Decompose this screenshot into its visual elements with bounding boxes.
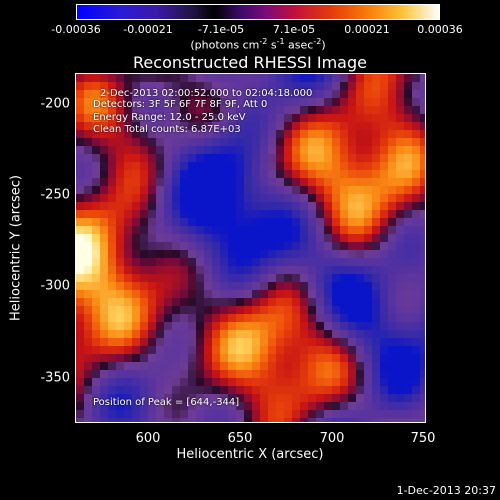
colorbar-tick: 7.1e-05 (272, 23, 316, 36)
y-tick: -350 (40, 370, 70, 386)
x-tick: 700 (319, 431, 345, 446)
y-tick: -300 (40, 278, 70, 294)
x-axis-label: Heliocentric X (arcsec) (176, 447, 324, 462)
energy-range-label: Energy Range: 12.0 - 25.0 keV (93, 112, 246, 123)
y-tick: -250 (40, 187, 70, 203)
x-tick: 750 (410, 431, 436, 446)
peak-position-label: Position of Peak = [644,-344] (93, 397, 240, 408)
colorbar-unit: (photons cm-2 s-1 asec-2) (190, 37, 326, 52)
colorbar-tick: 0.00036 (417, 23, 463, 36)
colorbar-tick: -0.00021 (123, 23, 173, 36)
footer-timestamp: 1-Dec-2013 20:37 (396, 484, 496, 497)
colorbar-tick: -0.00036 (51, 23, 101, 36)
y-axis-label: Heliocentric Y (arcsec) (8, 175, 24, 321)
plot-title: Reconstructed RHESSI Image (133, 53, 367, 72)
clean-counts-label: Clean Total counts: 6.87E+03 (93, 124, 241, 135)
x-tick: 650 (227, 431, 253, 446)
time-range-label: 2-Dec-2013 02:00:52.000 to 02:04:18.000 (100, 88, 313, 99)
rhessi-image (75, 73, 426, 423)
detectors-label: Detectors: 3F 5F 6F 7F 8F 9F, Att 0 (93, 99, 268, 110)
y-tick: -200 (40, 96, 70, 112)
colorbar (76, 4, 440, 20)
heatmap (76, 74, 425, 422)
colorbar-tick: -7.1e-05 (197, 23, 245, 36)
colorbar-tick: 0.00021 (344, 23, 390, 36)
x-tick: 600 (135, 431, 161, 446)
